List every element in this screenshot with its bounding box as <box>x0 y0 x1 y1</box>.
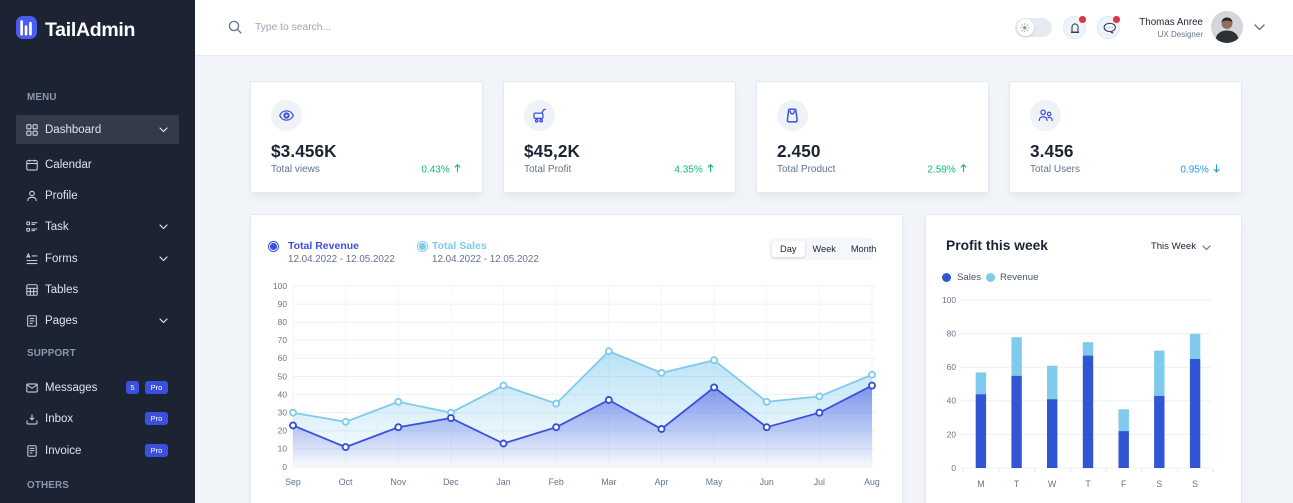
svg-text:Dec: Dec <box>443 477 459 487</box>
svg-text:May: May <box>706 477 723 487</box>
svg-text:Feb: Feb <box>549 477 564 487</box>
svg-text:0: 0 <box>282 462 287 472</box>
svg-text:60: 60 <box>278 353 288 363</box>
svg-text:Jul: Jul <box>814 477 825 487</box>
svg-text:Jun: Jun <box>760 477 774 487</box>
svg-text:50: 50 <box>278 371 288 381</box>
svg-text:Jan: Jan <box>496 477 510 487</box>
svg-text:40: 40 <box>278 389 288 399</box>
svg-text:0: 0 <box>951 463 956 473</box>
svg-text:S: S <box>1156 479 1162 489</box>
svg-text:40: 40 <box>947 396 957 406</box>
svg-text:100: 100 <box>273 281 287 291</box>
svg-text:W: W <box>1048 479 1057 489</box>
svg-text:60: 60 <box>947 362 957 372</box>
svg-text:30: 30 <box>278 408 288 418</box>
svg-text:100: 100 <box>942 295 956 305</box>
svg-text:S: S <box>1192 479 1198 489</box>
svg-text:90: 90 <box>278 299 288 309</box>
svg-text:Oct: Oct <box>339 477 353 487</box>
svg-text:80: 80 <box>278 317 288 327</box>
svg-text:20: 20 <box>947 429 957 439</box>
svg-text:T: T <box>1085 479 1091 489</box>
svg-text:F: F <box>1121 479 1127 489</box>
svg-text:20: 20 <box>278 426 288 436</box>
svg-text:Aug: Aug <box>864 477 880 487</box>
svg-text:T: T <box>1014 479 1020 489</box>
svg-text:10: 10 <box>278 444 288 454</box>
svg-text:Apr: Apr <box>655 477 669 487</box>
svg-text:Nov: Nov <box>390 477 406 487</box>
svg-text:Sep: Sep <box>285 477 301 487</box>
svg-text:70: 70 <box>278 335 288 345</box>
svg-text:80: 80 <box>947 329 957 339</box>
svg-text:M: M <box>977 479 984 489</box>
svg-text:Mar: Mar <box>601 477 616 487</box>
